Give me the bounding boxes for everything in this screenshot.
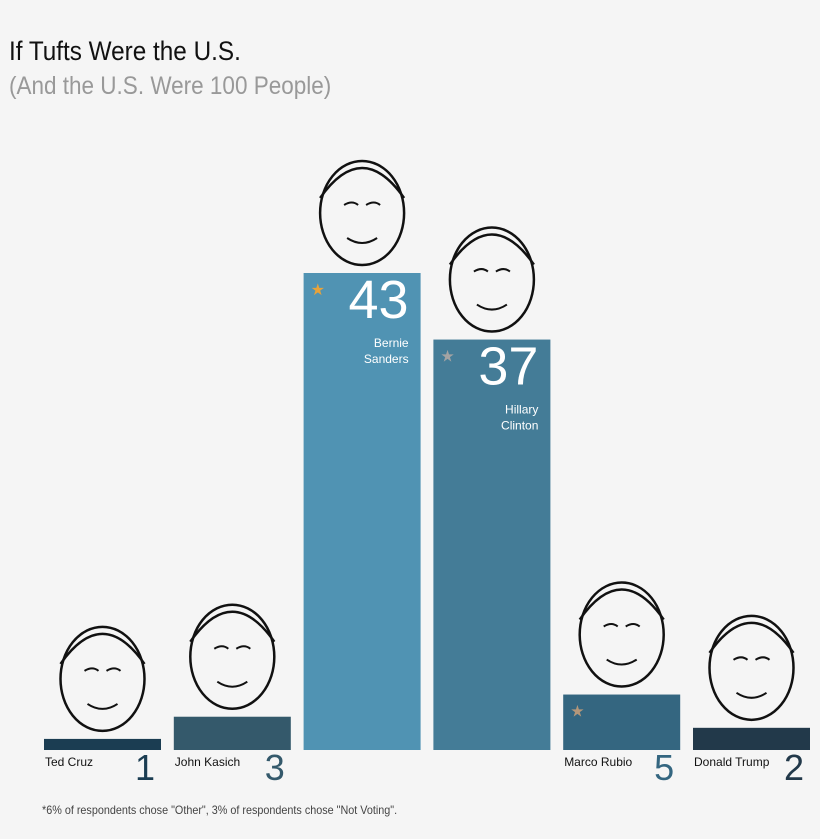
trophy-icon: ★ (570, 702, 584, 721)
chart-subtitle: (And the U.S. Were 100 People) (9, 72, 332, 100)
bar (433, 339, 551, 750)
bar (44, 738, 161, 750)
trophy-icon: ★ (311, 280, 325, 299)
bar (563, 694, 681, 750)
candidate-portrait (448, 226, 536, 333)
bar (303, 273, 421, 750)
bar (693, 727, 810, 750)
category-label: Ted Cruz (45, 755, 93, 769)
value-label: 37 (478, 337, 538, 397)
trophy-icon: ★ (440, 347, 454, 366)
category-label: Donald Trump (694, 755, 770, 769)
value-label: 2 (784, 747, 804, 788)
category-label: Hillary (505, 403, 538, 417)
candidate-portrait (59, 625, 146, 733)
category-label: Bernie (374, 336, 409, 350)
value-label: 5 (654, 747, 674, 788)
value-label: 3 (265, 747, 285, 788)
candidate-portrait (708, 614, 795, 722)
category-label: John Kasich (175, 755, 240, 769)
category-label: Clinton (501, 419, 538, 433)
footnote: *6% of respondents chose "Other", 3% of … (42, 803, 398, 817)
category-label: Sanders (364, 352, 409, 366)
chart-title: If Tufts Were the U.S. (9, 36, 241, 66)
value-label: 43 (349, 270, 409, 330)
candidate-portrait (189, 603, 276, 710)
candidate-portrait (318, 159, 406, 267)
value-label: 1 (135, 747, 155, 788)
category-label: Marco Rubio (564, 755, 632, 769)
bar (173, 716, 291, 750)
candidate-portrait (578, 581, 665, 688)
